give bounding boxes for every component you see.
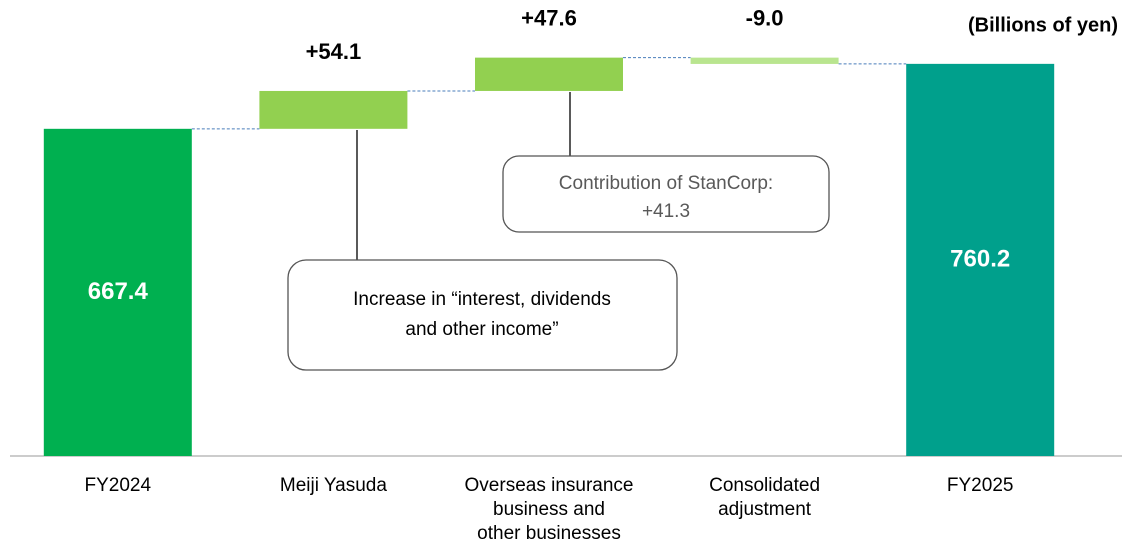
callout-text: Contribution of StanCorp: [559,173,773,194]
unit-label: (Billions of yen) [968,14,1118,36]
callout-text: and other income” [405,319,558,340]
value-label: -9.0 [746,5,784,30]
x-tick-label: FY2025 [946,475,1014,496]
value-label: +54.1 [306,39,362,64]
callout-text: +41.3 [642,201,690,222]
callout-box [502,155,830,233]
bar [43,128,192,456]
value-label: +47.6 [521,5,577,30]
callout-text: Increase in “interest, dividends [353,289,611,310]
x-tick-label: FY2024 [84,475,152,496]
value-label: 667.4 [88,278,149,305]
x-tick-label: Overseas insurance business and other bu… [464,475,634,544]
value-label: 760.2 [950,245,1010,272]
callout-box [287,259,678,371]
bar [906,63,1055,457]
bar [690,57,839,64]
x-tick-label: Consolidated adjustment [709,475,821,520]
x-tick-label: Meiji Yasuda [279,475,387,496]
bar [259,90,408,129]
bar [475,57,623,91]
